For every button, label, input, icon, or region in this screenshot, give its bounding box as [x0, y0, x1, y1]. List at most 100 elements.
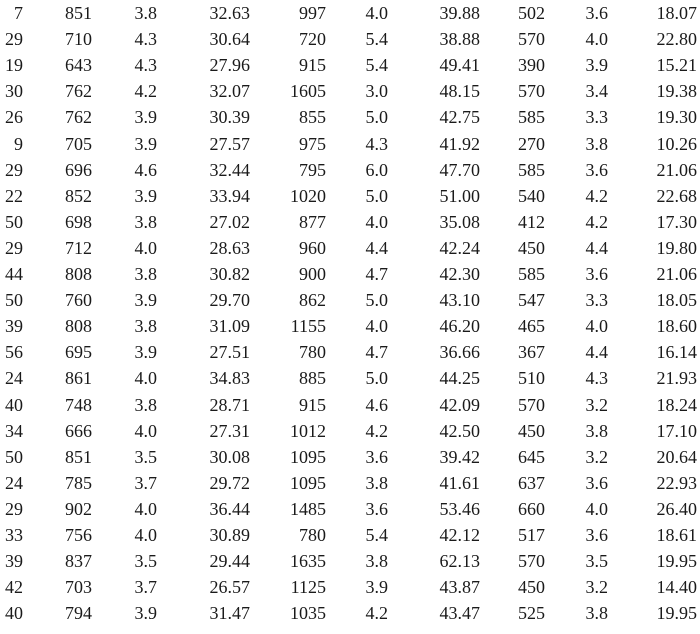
table-cell-col-5: 900	[299, 264, 326, 284]
table-cell-col-2: 808	[65, 264, 92, 284]
table-cell-col-1: 39	[5, 551, 23, 572]
table-cell-col-9: 3.6	[585, 159, 609, 180]
table-cell-col-8: 510	[518, 368, 545, 389]
table-cell-col-7: 42.30	[439, 264, 481, 284]
table-cell-col-8: 465	[518, 316, 545, 337]
table-cell-col-1: 56	[5, 342, 23, 363]
table-cell-col-3: 3.5	[134, 446, 158, 467]
table-cell-col-9: 3.3	[585, 107, 609, 128]
table-cell-col-1: 24	[5, 472, 23, 493]
table-cell-col-8: 570	[518, 81, 545, 102]
table-cell-col-3: 3.5	[134, 551, 158, 572]
table-cell-col-7: 44.25	[439, 368, 481, 389]
table-cell-col-5: 1095	[290, 472, 326, 493]
table-cell-col-6: 5.0	[365, 368, 389, 389]
table-cell-col-9: 3.6	[585, 264, 609, 284]
table-cell-col-10: 17.10	[656, 420, 698, 441]
table-cell-col-10: 19.38	[656, 81, 698, 102]
table-cell-col-6: 4.2	[365, 603, 389, 624]
table-cell-col-1: 33	[5, 525, 23, 545]
table-cell-col-6: 4.2	[365, 420, 389, 441]
table-cell-col-10: 21.06	[656, 159, 698, 180]
table-cell-col-4: 29.44	[209, 551, 251, 572]
table-cell-col-7: 43.47	[439, 603, 481, 624]
table-cell-col-1: 30	[5, 81, 23, 102]
table-cell-col-10: 18.24	[656, 394, 698, 415]
table-cell-col-7: 42.75	[439, 107, 481, 128]
table-cell-col-3: 4.3	[134, 29, 158, 50]
table-cell-col-8: 502	[518, 3, 545, 23]
table-cell-col-8: 412	[518, 211, 545, 232]
table-cell-col-4: 27.57	[209, 133, 251, 154]
table-cell-col-2: 837	[65, 551, 92, 572]
table-cell-col-4: 27.31	[209, 420, 251, 441]
table-cell-col-9: 3.8	[585, 603, 609, 624]
table-cell-col-3: 3.8	[134, 3, 158, 23]
table-cell-col-5: 855	[299, 107, 326, 128]
table-cell-col-2: 760	[65, 290, 92, 311]
table-cell-col-9: 3.2	[585, 394, 609, 415]
table-cell-col-9: 3.6	[585, 3, 609, 23]
table-cell-col-10: 19.95	[656, 603, 698, 624]
table-cell-col-6: 5.4	[365, 525, 389, 545]
table-cell-col-4: 27.02	[209, 211, 251, 232]
table-row: 40 794 3.9 31.47 1035 4.2 43.47 525 3.8 19.95	[0, 600, 700, 626]
table-cell-col-1: 50	[5, 211, 23, 232]
table-cell-col-2: 794	[65, 603, 92, 624]
table-row: 24 861 4.0 34.83 885 5.0 44.25 510 4.3 21.93	[0, 365, 700, 391]
table-cell-col-2: 861	[65, 368, 92, 389]
table-cell-col-9: 4.4	[585, 342, 609, 363]
table-cell-col-3: 3.9	[134, 290, 158, 311]
table-cell-col-6: 4.6	[365, 394, 389, 415]
table-cell-col-3: 3.8	[134, 316, 158, 337]
table-cell-col-1: 40	[5, 603, 23, 624]
table-cell-col-2: 808	[65, 316, 92, 337]
table-row: 42 703 3.7 26.57 1125 3.9 43.87 450 3.2 14.40	[0, 574, 700, 600]
table-cell-col-7: 42.12	[439, 525, 481, 545]
table-cell-col-4: 29.72	[209, 472, 251, 493]
table-cell-col-9: 3.2	[585, 577, 609, 598]
table-cell-col-4: 26.57	[209, 577, 251, 598]
table-cell-col-4: 30.89	[209, 525, 251, 545]
table-cell-col-2: 762	[65, 107, 92, 128]
table-cell-col-7: 46.20	[439, 316, 481, 337]
table-cell-col-6: 4.0	[365, 3, 389, 23]
table-cell-col-9: 4.2	[585, 185, 609, 206]
table-cell-col-5: 1155	[290, 316, 326, 337]
table-cell-col-2: 852	[65, 185, 92, 206]
table-cell-col-2: 696	[65, 159, 92, 180]
table-cell-col-6: 5.0	[365, 107, 389, 128]
table-cell-col-6: 4.0	[365, 316, 389, 337]
table-cell-col-6: 3.6	[365, 498, 389, 519]
table-cell-col-3: 4.0	[134, 237, 158, 258]
table-cell-col-2: 851	[65, 3, 92, 23]
table-cell-col-4: 33.94	[209, 185, 251, 206]
table-cell-col-3: 4.2	[134, 81, 158, 102]
table-row: 33 756 4.0 30.89 780 5.4 42.12 517 3.6 18.61	[0, 522, 700, 548]
table-cell-col-9: 4.3	[585, 368, 609, 389]
table-cell-col-3: 3.9	[134, 603, 158, 624]
table-cell-col-5: 795	[299, 159, 326, 180]
table-cell-col-8: 450	[518, 237, 545, 258]
table-cell-col-3: 3.7	[134, 577, 158, 598]
table-cell-col-5: 960	[299, 237, 326, 258]
table-cell-col-5: 975	[299, 133, 326, 154]
table-row: 9 705 3.9 27.57 975 4.3 41.92 270 3.8 10.26	[0, 131, 700, 157]
table-cell-col-1: 7	[14, 3, 23, 23]
table-cell-col-10: 18.61	[656, 525, 698, 545]
table-cell-col-9: 4.2	[585, 211, 609, 232]
table-cell-col-5: 915	[299, 394, 326, 415]
table-cell-col-10: 22.68	[656, 185, 698, 206]
table-cell-col-9: 4.0	[585, 498, 609, 519]
table-cell-col-7: 43.10	[439, 290, 481, 311]
table-cell-col-5: 1035	[290, 603, 326, 624]
table-cell-col-6: 3.6	[365, 446, 389, 467]
table-row: 7 851 3.8 32.63 997 4.0 39.88 502 3.6 18.07	[0, 0, 700, 26]
table-cell-col-6: 4.7	[365, 342, 389, 363]
table-cell-col-2: 762	[65, 81, 92, 102]
table-cell-col-3: 3.8	[134, 264, 158, 284]
table-cell-col-5: 1635	[290, 551, 326, 572]
table-cell-col-1: 26	[5, 107, 23, 128]
table-cell-col-6: 3.9	[365, 577, 389, 598]
table-cell-col-5: 1605	[290, 81, 326, 102]
